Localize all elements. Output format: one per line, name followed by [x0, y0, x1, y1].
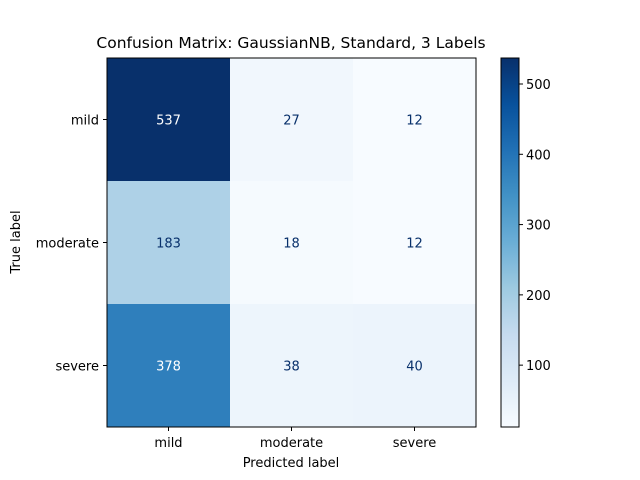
cell-value-label: 537: [156, 114, 181, 129]
colorbar-tick-label: 500: [526, 78, 551, 93]
cell-value-label: 12: [406, 114, 423, 129]
x-tick-label: moderate: [260, 436, 323, 451]
colorbar-tick-label: 200: [526, 289, 551, 304]
cell-value-label: 12: [406, 237, 423, 252]
colorbar-tick-label: 100: [526, 359, 551, 374]
cell-value-label: 183: [156, 237, 181, 252]
y-tick-label: severe: [55, 360, 99, 375]
colorbar: [500, 57, 520, 428]
heatmap-cell: [107, 304, 231, 428]
colorbar-ticks: 100 200 300 400 500: [519, 78, 551, 374]
y-axis-label: True label: [9, 210, 24, 274]
x-axis-label: Predicted label: [243, 456, 340, 471]
colorbar-tick-label: 400: [526, 148, 551, 163]
heatmap-cell: [107, 181, 231, 305]
heatmap-cell-labels: 537 27 12 183 18 12 378 38 40: [156, 114, 423, 375]
heatmap-cell: [230, 304, 354, 428]
cell-value-label: 27: [283, 114, 300, 129]
y-tick-label: moderate: [36, 237, 99, 252]
x-tick-label: mild: [154, 436, 182, 451]
heatmap-cells: [107, 58, 477, 428]
cell-value-label: 18: [283, 237, 300, 252]
cell-value-label: 38: [283, 360, 300, 375]
heatmap-cell: [107, 58, 231, 182]
y-tick-label: mild: [71, 114, 99, 129]
heatmap-cell: [230, 181, 354, 305]
x-tick-label: severe: [393, 436, 437, 451]
heatmap-cell: [353, 304, 477, 428]
colorbar-tick-label: 300: [526, 219, 551, 234]
y-axis-ticks: mild moderate severe: [36, 114, 107, 375]
heatmap-cell: [353, 181, 477, 305]
cell-value-label: 378: [156, 360, 181, 375]
heatmap-cell: [230, 58, 354, 182]
x-axis-ticks: mild moderate severe: [154, 427, 436, 451]
chart-title: Confusion Matrix: GaussianNB, Standard, …: [96, 34, 485, 52]
heatmap-cell: [353, 58, 477, 182]
cell-value-label: 40: [406, 360, 423, 375]
